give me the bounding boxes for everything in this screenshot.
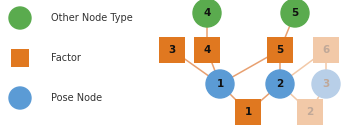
Text: 3: 3 — [322, 79, 330, 89]
Text: Factor: Factor — [51, 53, 81, 63]
Circle shape — [193, 0, 221, 27]
FancyBboxPatch shape — [194, 37, 220, 63]
Text: 1: 1 — [216, 79, 224, 89]
Text: Pose Node: Pose Node — [51, 93, 102, 103]
FancyBboxPatch shape — [267, 37, 293, 63]
Text: 5: 5 — [276, 45, 284, 55]
FancyBboxPatch shape — [159, 37, 185, 63]
Text: 6: 6 — [322, 45, 330, 55]
Circle shape — [9, 7, 31, 29]
Text: 3: 3 — [168, 45, 176, 55]
Text: 5: 5 — [291, 8, 299, 18]
FancyBboxPatch shape — [297, 99, 323, 125]
Text: 4: 4 — [203, 8, 211, 18]
Circle shape — [312, 70, 340, 98]
Circle shape — [9, 87, 31, 109]
Circle shape — [206, 70, 234, 98]
Text: 2: 2 — [276, 79, 284, 89]
Text: 4: 4 — [203, 45, 211, 55]
Text: 2: 2 — [306, 107, 314, 117]
Circle shape — [266, 70, 294, 98]
FancyBboxPatch shape — [313, 37, 339, 63]
Text: 1: 1 — [244, 107, 252, 117]
FancyBboxPatch shape — [11, 49, 29, 67]
FancyBboxPatch shape — [235, 99, 261, 125]
Circle shape — [281, 0, 309, 27]
Text: Other Node Type: Other Node Type — [51, 13, 133, 23]
